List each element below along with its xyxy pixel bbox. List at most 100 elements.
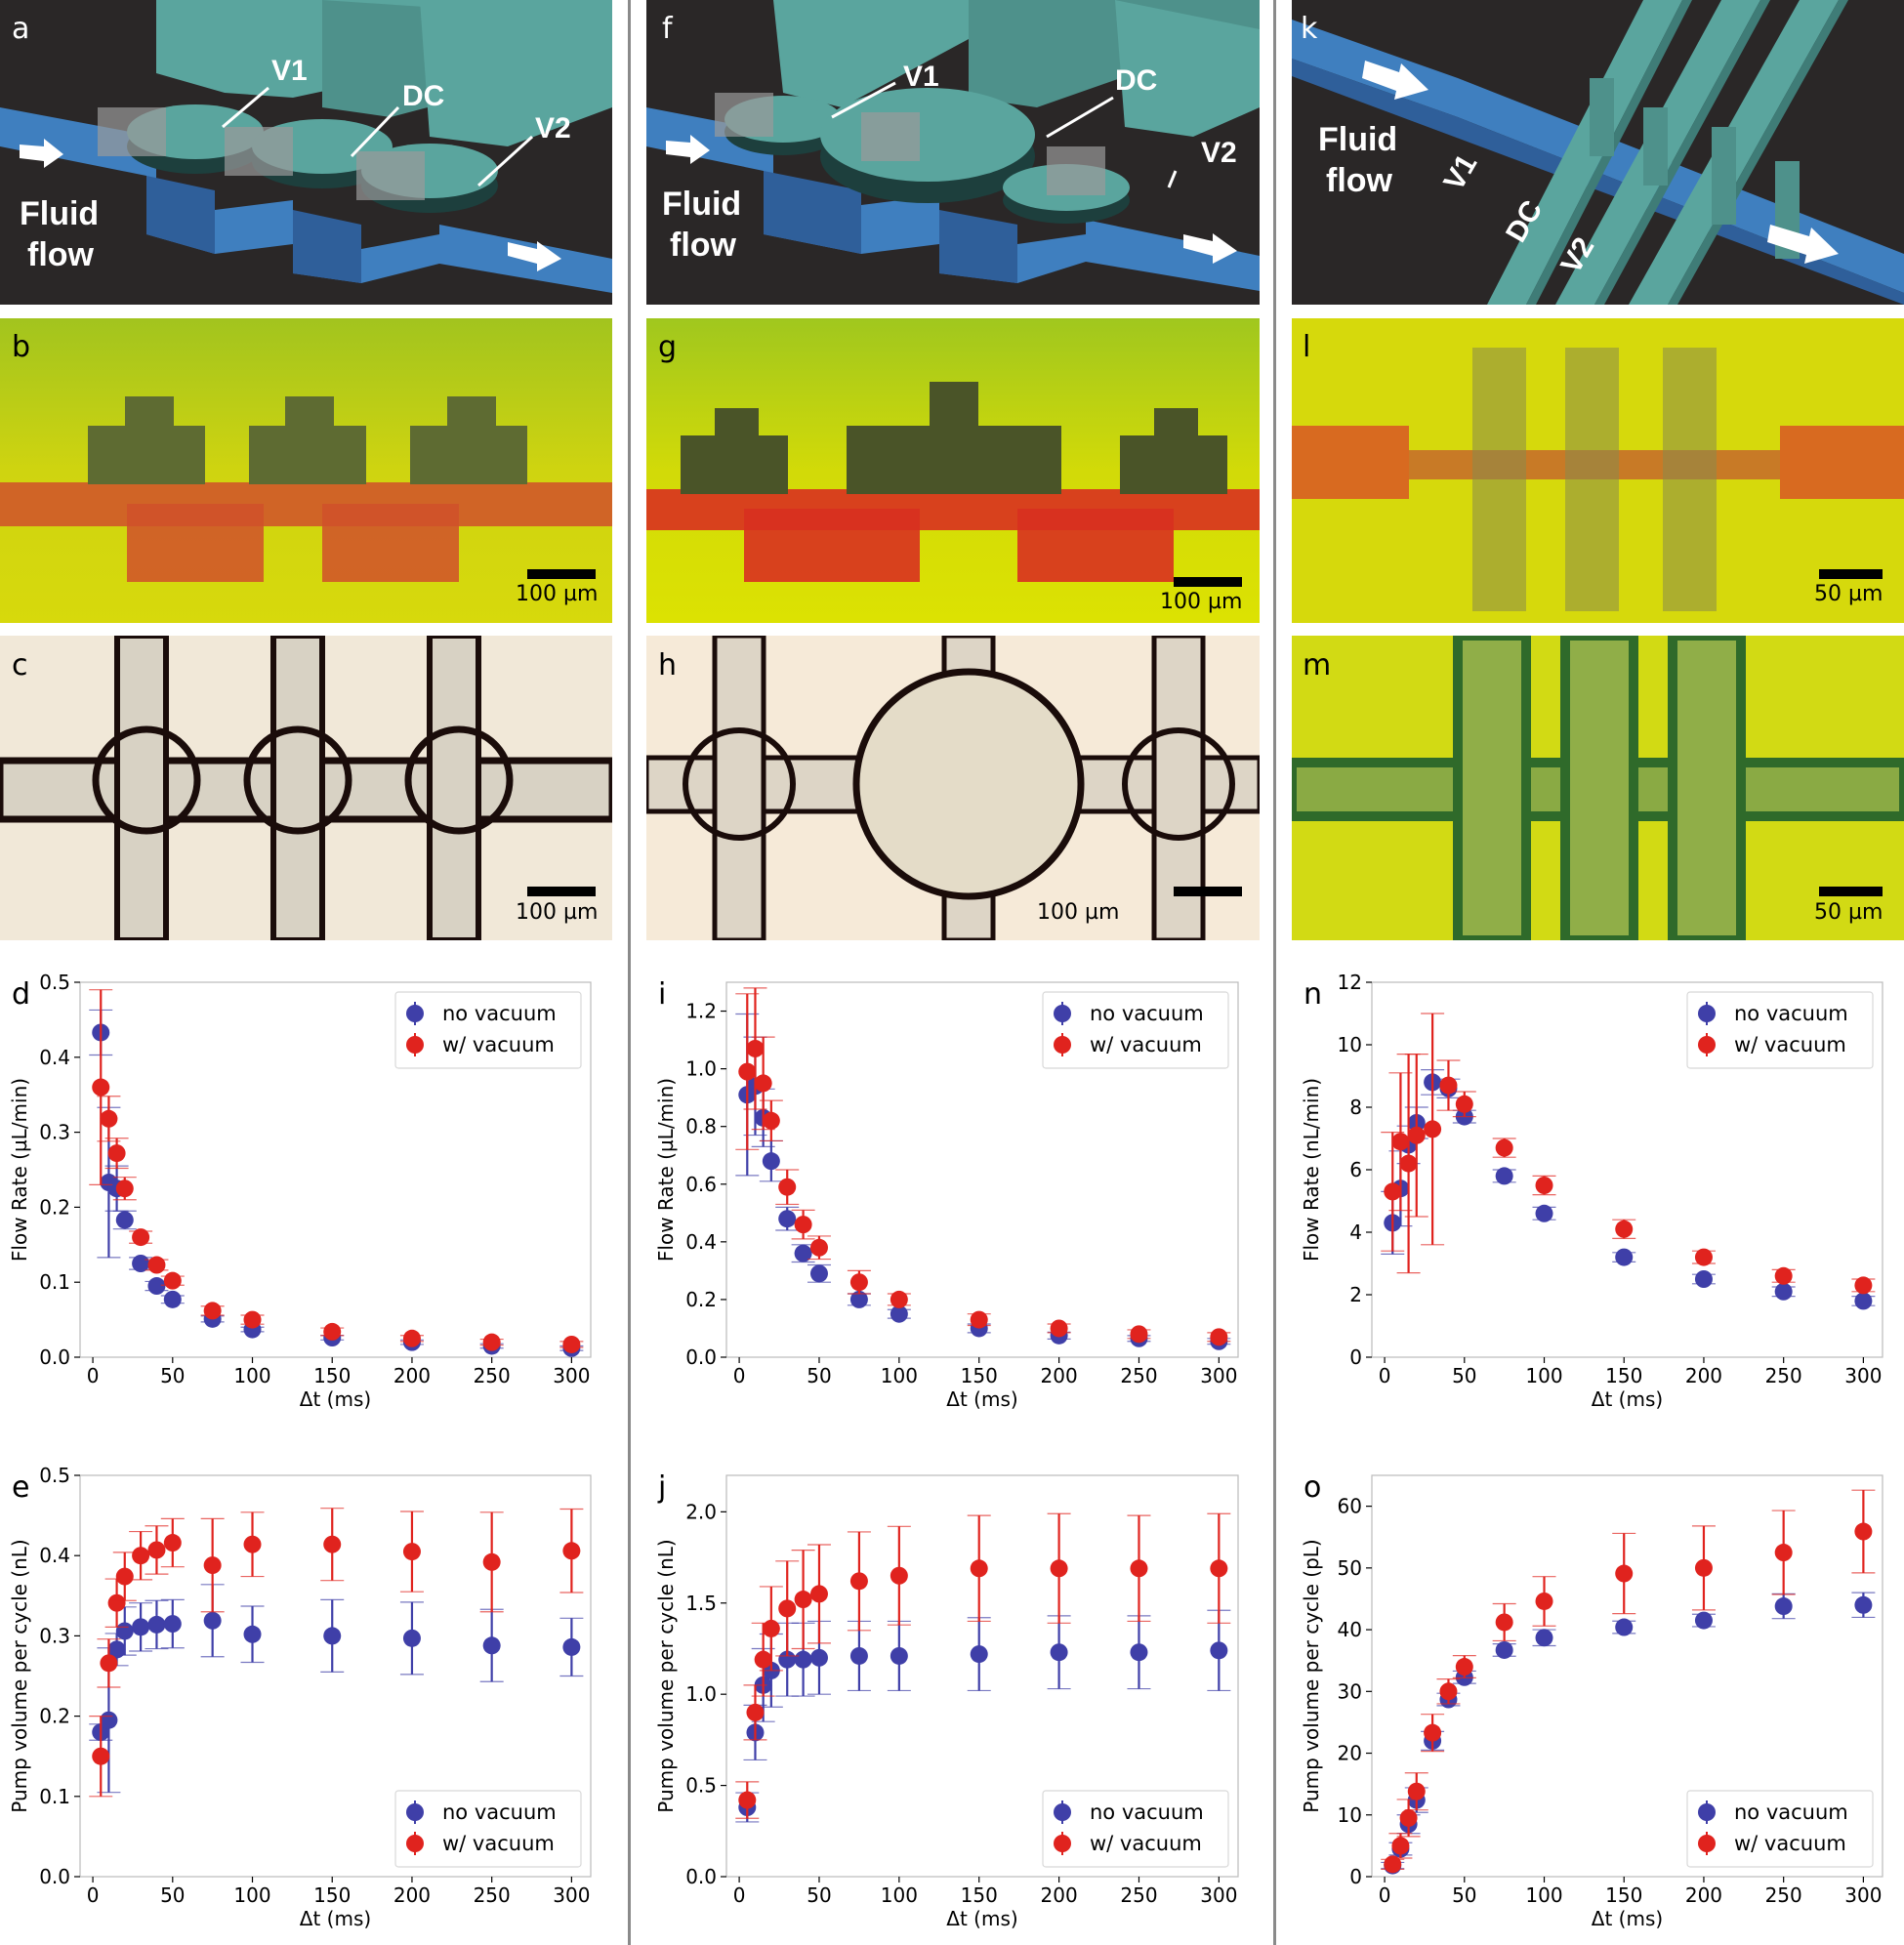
- y-tick-label: 2.0: [685, 1500, 717, 1523]
- scale-bar-label: 100 µm: [516, 900, 599, 925]
- data-point: [849, 1572, 868, 1591]
- panel-letter: k: [1301, 12, 1318, 46]
- y-tick-label: 0.0: [39, 1345, 70, 1369]
- y-tick-label: 0.0: [685, 1865, 717, 1888]
- data-point: [809, 1585, 828, 1603]
- x-tick-label: 50: [807, 1364, 831, 1387]
- data-point: [1391, 1837, 1410, 1855]
- data-point: [115, 1567, 134, 1586]
- y-tick-label: 0.2: [685, 1288, 717, 1311]
- y-tick-label: 0.5: [39, 971, 70, 994]
- data-point: [147, 1277, 166, 1296]
- y-tick-label: 0.5: [39, 1464, 70, 1487]
- data-point: [778, 1599, 797, 1618]
- legend-label: no vacuum: [1090, 1800, 1204, 1824]
- data-point: [1407, 1126, 1426, 1144]
- x-tick-label: 200: [393, 1364, 431, 1387]
- data-point: [1439, 1682, 1458, 1701]
- data-point: [754, 1650, 772, 1669]
- scale-bar-label: 100 µm: [516, 582, 599, 606]
- chart-j-svg: j 0 50 100 150 200 250 300 0.0 0.5 1.0 1.5 2.0 Δt (ms…: [654, 1470, 1239, 1930]
- data-point: [203, 1611, 222, 1630]
- chart-i: i 0 50 100 150 200 250 300 0.0 0.2 0.4 0.6 0.8 1.0 1.2…: [646, 967, 1260, 1426]
- data-point: [1615, 1618, 1634, 1636]
- legend-marker: [1054, 1803, 1071, 1821]
- data-point: [562, 1637, 581, 1656]
- y-tick-label: 6: [1349, 1158, 1362, 1181]
- x-tick-label: 250: [1765, 1364, 1802, 1387]
- data-point: [1535, 1204, 1553, 1222]
- x-tick-label: 50: [1452, 1883, 1476, 1907]
- data-point: [1455, 1095, 1473, 1113]
- data-point: [762, 1619, 780, 1637]
- legend-marker: [1698, 1005, 1716, 1022]
- x-tick-label: 200: [393, 1883, 431, 1907]
- data-point: [1774, 1282, 1793, 1301]
- plot-frame: [725, 1474, 1239, 1878]
- data-point: [794, 1591, 812, 1609]
- data-point: [243, 1310, 262, 1329]
- y-tick-label: 0.4: [39, 1544, 70, 1567]
- x-tick-label: 300: [1200, 1883, 1237, 1907]
- x-tick-label: 150: [961, 1883, 998, 1907]
- legend-label: w/ vacuum: [1734, 1832, 1846, 1855]
- chart-e: e 0 50 100 150 200 250 300 0.0 0.1 0.2 0.3 0.4 0.5 Δt …: [0, 1460, 612, 1945]
- data-point: [107, 1593, 126, 1612]
- data-point: [107, 1144, 126, 1163]
- y-axis-label: Flow Rate (µL/min): [654, 1078, 678, 1262]
- y-tick-label: 0.0: [39, 1865, 70, 1888]
- x-tick-label: 300: [553, 1364, 590, 1387]
- micrograph-panel-g: [646, 318, 1260, 623]
- legend-marker: [1054, 1036, 1071, 1054]
- label-fluid-flow: Fluid flow: [20, 193, 99, 275]
- data-point: [1399, 1154, 1418, 1173]
- panel-letter: g: [658, 330, 678, 364]
- micrograph-panel-b: [0, 318, 612, 623]
- chart-n: n 0 50 100 150 200 250 300 0 2 4 6 8 10 12 Δt (ms) Flow …: [1292, 967, 1904, 1426]
- legend-label: w/ vacuum: [442, 1033, 555, 1056]
- x-axis-label: Δt (ms): [300, 1387, 371, 1411]
- x-tick-label: 0: [733, 1883, 746, 1907]
- plot-frame: [725, 981, 1239, 1358]
- data-point: [1495, 1167, 1513, 1185]
- data-point: [132, 1618, 150, 1636]
- x-axis-label: Δt (ms): [946, 1907, 1017, 1930]
- data-point: [762, 1111, 780, 1130]
- data-point: [1694, 1611, 1713, 1630]
- data-point: [970, 1559, 988, 1578]
- legend-marker: [406, 1835, 424, 1852]
- panel-letter: c: [12, 648, 28, 683]
- data-point: [809, 1264, 828, 1283]
- legend-label: no vacuum: [1090, 1002, 1204, 1025]
- chart-n-svg: n 0 50 100 150 200 250 300 0 2 4 6 8 10 12 Δt (ms) Flow …: [1300, 971, 1883, 1411]
- fluid-word: Fluid: [20, 195, 100, 232]
- legend-box: [1686, 1790, 1874, 1868]
- data-point: [1210, 1559, 1228, 1578]
- data-point: [1854, 1292, 1873, 1310]
- legend-label: no vacuum: [442, 1002, 557, 1025]
- data-point: [970, 1645, 988, 1664]
- data-point: [849, 1646, 868, 1665]
- data-point: [762, 1152, 780, 1171]
- micrograph-panel-c: [0, 636, 612, 940]
- y-tick-label: 0: [1349, 1865, 1362, 1888]
- y-tick-label: 8: [1349, 1096, 1362, 1119]
- data-point: [1455, 1658, 1473, 1676]
- x-axis-label: Δt (ms): [1592, 1387, 1663, 1411]
- x-tick-label: 100: [881, 1364, 918, 1387]
- data-point: [1407, 1782, 1426, 1800]
- x-tick-label: 200: [1685, 1364, 1722, 1387]
- x-tick-label: 50: [1452, 1364, 1476, 1387]
- data-point: [1854, 1276, 1873, 1295]
- x-axis-label: Δt (ms): [300, 1907, 371, 1930]
- x-tick-label: 0: [733, 1364, 746, 1387]
- data-point: [1424, 1723, 1442, 1742]
- data-point: [970, 1310, 988, 1329]
- y-tick-label: 0.2: [39, 1195, 70, 1219]
- x-tick-label: 200: [1041, 1883, 1078, 1907]
- data-point: [482, 1333, 501, 1351]
- data-point: [482, 1552, 501, 1571]
- data-point: [1535, 1177, 1553, 1194]
- y-tick-label: 50: [1338, 1556, 1362, 1580]
- legend-marker: [1698, 1803, 1716, 1821]
